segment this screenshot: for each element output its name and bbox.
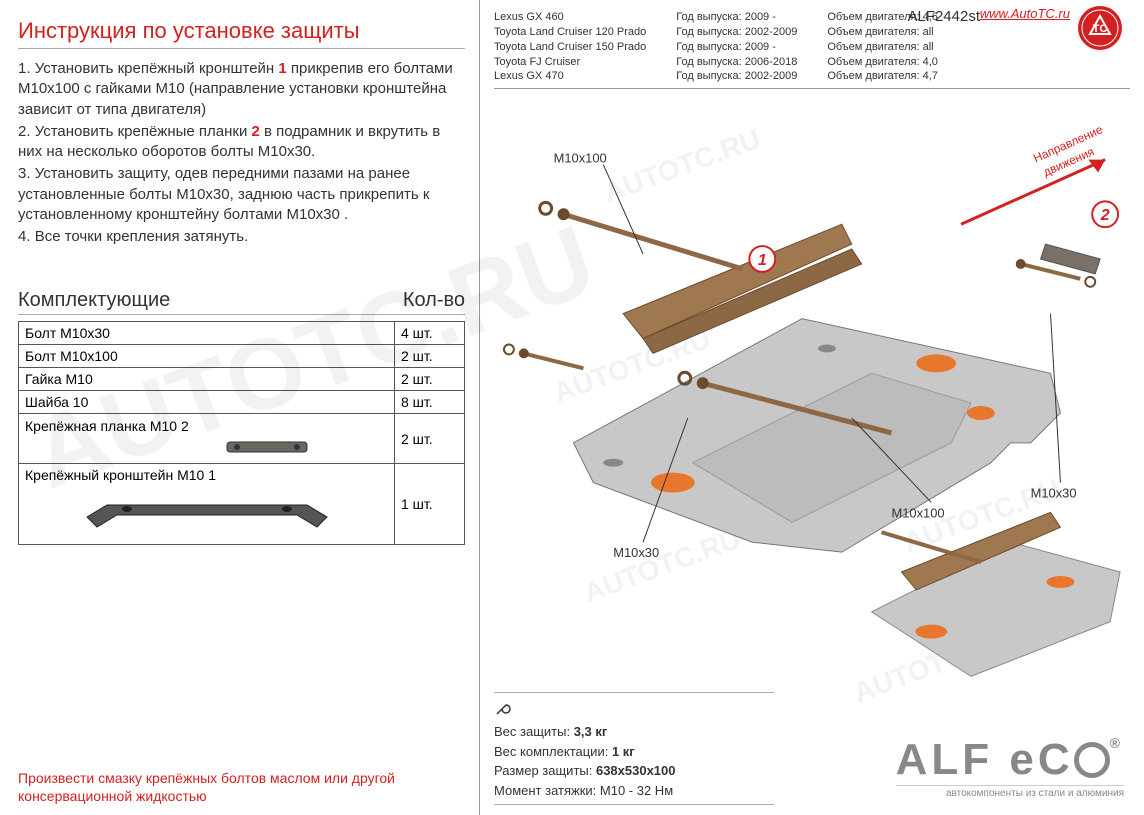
- svg-text:2: 2: [1100, 207, 1110, 224]
- site-url: www.AutoTC.ru: [980, 6, 1070, 21]
- warning-text: Произвести смазку крепёжных болтов масло…: [18, 749, 465, 805]
- brand-tagline: автокомпоненты из стали и алюминия: [896, 785, 1124, 799]
- header-bar: Lexus GX 460 Toyota Land Cruiser 120 Pra…: [494, 10, 1130, 89]
- vehicle-years: Год выпуска: 2009 - Год выпуска: 2002-20…: [676, 10, 797, 84]
- instructions: 1. Установить крепёжный кронштейн 1 прик…: [18, 59, 465, 249]
- exploded-diagram: М10х100 М10х100 М10х30 М10х30 1 2 Нап: [494, 95, 1130, 691]
- shield-plate: [574, 319, 1061, 553]
- table-row: Крепёжная планка М10 2 2 шт.: [19, 414, 465, 464]
- plate-icon: [225, 436, 315, 458]
- part-number: ALF2442st: [907, 8, 980, 25]
- callout-label: М10х100: [554, 151, 607, 166]
- left-column: Инструкция по установке защиты 1. Устано…: [0, 0, 480, 815]
- table-row: Шайба 108 шт.: [19, 391, 465, 414]
- callout-label: М10х100: [892, 506, 945, 521]
- instruction-step: 1. Установить крепёжный кронштейн 1 прик…: [18, 59, 465, 120]
- instruction-step: 2. Установить крепёжные планки 2 в подра…: [18, 122, 465, 163]
- spec-row: Размер защиты: 638х530х100: [494, 761, 774, 781]
- page-title: Инструкция по установке защиты: [18, 18, 465, 49]
- instruction-step: 4. Все точки крепления затянуть.: [18, 227, 465, 247]
- svg-text:1: 1: [758, 252, 767, 269]
- table-row: Болт М10х304 шт.: [19, 322, 465, 345]
- ref-marker-1: 1: [749, 246, 775, 272]
- components-label: Комплектующие: [18, 289, 170, 312]
- qty-label: Кол-во: [403, 289, 465, 312]
- spec-row: Вес защиты: 3,3 кг: [494, 722, 774, 742]
- table-row: Болт М10х1002 шт.: [19, 345, 465, 368]
- specs-block: Вес защиты: 3,3 кг Вес комплектации: 1 к…: [494, 692, 774, 806]
- vehicle-names: Lexus GX 460 Toyota Land Cruiser 120 Pra…: [494, 10, 646, 84]
- table-row: Гайка М102 шт.: [19, 368, 465, 391]
- ref-marker-2: 2: [1092, 202, 1118, 228]
- instruction-step: 3. Установить защиту, одев передними паз…: [18, 164, 465, 225]
- callout-label: М10х30: [1031, 486, 1077, 501]
- right-column: Lexus GX 460 Toyota Land Cruiser 120 Pra…: [480, 0, 1144, 815]
- wrench-icon: [494, 697, 514, 717]
- components-table: Болт М10х304 шт. Болт М10х1002 шт. Гайка…: [18, 321, 465, 545]
- spec-row: Вес комплектации: 1 кг: [494, 742, 774, 762]
- callout-label: М10х30: [613, 545, 659, 560]
- spec-row: Момент затяжки: М10 - 32 Нм: [494, 781, 774, 801]
- detail-view: [872, 513, 1120, 677]
- logo-icon: TC: [1076, 4, 1124, 52]
- svg-text:TC: TC: [1093, 23, 1108, 35]
- direction-arrow: Направление движения: [961, 122, 1105, 224]
- table-row: Крепёжный кронштейн М10 1 1 шт.: [19, 464, 465, 545]
- brand-logo: ALF eC® автокомпоненты из стали и алюмин…: [896, 735, 1124, 799]
- components-header: Комплектующие Кол-во: [18, 289, 465, 315]
- bracket-icon: [67, 487, 347, 537]
